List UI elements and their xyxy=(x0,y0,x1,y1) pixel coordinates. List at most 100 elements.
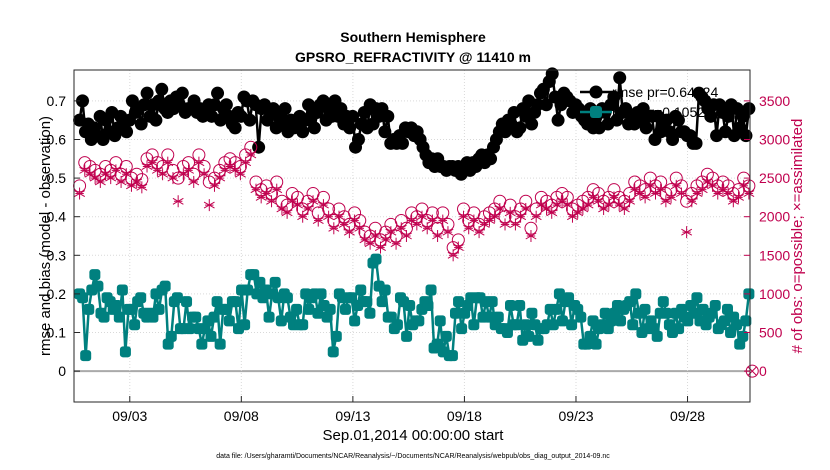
obs-assimilated-point xyxy=(582,199,594,212)
obs-assimilated-point xyxy=(177,168,189,181)
rmse-point xyxy=(351,132,365,146)
obs-assimilated-point xyxy=(343,226,355,239)
rmse-point xyxy=(545,67,559,81)
x-axis: 09/03 09/08 09/13 09/18 09/23 09/28 xyxy=(112,396,705,424)
y2-tick-label-2: 1000 xyxy=(759,286,790,302)
chart-subtitle: GPSRO_REFRACTIVITY @ 11410 m xyxy=(295,49,531,65)
rmse-point xyxy=(343,121,357,135)
legend-bias-label: bias pr=0.10527 xyxy=(612,104,713,120)
bias-point xyxy=(709,299,721,311)
obs-assimilated-point xyxy=(598,202,610,215)
bias-point xyxy=(205,330,217,342)
obs-assimilated-point xyxy=(541,202,553,215)
bias-point xyxy=(119,346,131,358)
bias-point xyxy=(492,311,504,323)
obs-assimilated-point xyxy=(224,160,236,173)
chart-title: Southern Hemisphere xyxy=(340,29,486,45)
obs-assimilated-point xyxy=(146,156,158,169)
bias-point xyxy=(731,319,743,331)
obs-assimilated-point xyxy=(681,226,693,239)
obs-assimilated-point xyxy=(369,230,381,242)
bias-point xyxy=(80,350,92,362)
obs-assimilated-point xyxy=(592,195,604,208)
rmse-point xyxy=(76,94,90,108)
obs-assimilated-point xyxy=(717,183,729,196)
obs-assimilated-point xyxy=(665,191,677,204)
rmse-point xyxy=(513,121,527,135)
bias-point xyxy=(615,315,627,327)
bias-point xyxy=(181,296,193,308)
obs-assimilated-point xyxy=(172,195,184,208)
rmse-point xyxy=(228,121,242,135)
bias-point xyxy=(361,296,373,308)
bias-point xyxy=(449,307,461,319)
bias-point xyxy=(660,307,672,319)
bias-point xyxy=(165,330,177,342)
obs-assimilated-point xyxy=(198,168,210,181)
bias-point xyxy=(291,303,303,315)
legend: rmse pr=0.64424 bias pr=0.10527 xyxy=(580,84,718,120)
obs-assimilated-point xyxy=(136,181,148,194)
obs-assimilated-point xyxy=(494,202,506,215)
obs-assimilated-point xyxy=(245,148,257,161)
obs-assimilated-point xyxy=(603,199,615,212)
x-tick-label-3: 09/18 xyxy=(447,408,482,424)
bias-point xyxy=(391,319,403,331)
obs-assimilated-point xyxy=(712,187,724,200)
obs-assimilated-point xyxy=(478,218,490,231)
obs-assimilated-point xyxy=(219,164,231,177)
obs-assimilated-point xyxy=(406,214,418,227)
obs-assimilated-point xyxy=(188,175,200,188)
obs-assimilated-point xyxy=(375,241,386,254)
bias-point xyxy=(514,299,526,311)
obs-assimilated-point xyxy=(515,210,527,223)
bias-point xyxy=(520,319,532,331)
bias-point xyxy=(229,296,241,308)
obs-assimilated-point xyxy=(644,179,656,192)
rmse-point xyxy=(302,98,316,112)
bias-point xyxy=(110,299,122,311)
y-tick-label-1: 0.1 xyxy=(47,325,67,341)
bias-point xyxy=(657,296,669,308)
y-tick-label-6: 0.6 xyxy=(47,131,67,147)
obs-assimilated-point xyxy=(234,168,246,181)
bias-point xyxy=(214,338,226,350)
y-tick-label-3: 0.3 xyxy=(47,247,67,263)
x-tick-label-2: 09/13 xyxy=(335,408,370,424)
y-axis-label: rmse and bias (model - observation) xyxy=(37,116,54,356)
bias-point xyxy=(339,303,351,315)
rmse-point xyxy=(689,136,703,150)
obs-assimilated-point xyxy=(437,214,449,227)
bias-point xyxy=(324,303,336,315)
bias-point xyxy=(113,311,125,323)
rmse-point xyxy=(739,129,753,143)
bias-point xyxy=(486,296,498,308)
bias-point xyxy=(330,330,342,342)
bias-point xyxy=(364,307,376,319)
bias-point xyxy=(630,288,642,300)
rmse-point xyxy=(539,98,553,112)
bias-point xyxy=(556,315,568,327)
obs-assimilated-point xyxy=(520,202,532,215)
bias-point xyxy=(425,284,437,296)
bias-point xyxy=(327,346,339,358)
y2-tick-label-3: 1500 xyxy=(759,247,790,263)
bias-point xyxy=(456,323,468,335)
obs-assimilated-point xyxy=(89,172,101,185)
obs-assimilated-point xyxy=(110,164,122,177)
rmse-point xyxy=(346,109,360,123)
rmse-point xyxy=(219,98,233,112)
y2-tick-label-7: 3500 xyxy=(759,93,790,109)
obs-assimilated-point xyxy=(411,218,423,231)
obs-assimilated-point xyxy=(660,195,672,208)
obs-assimilated-point xyxy=(240,156,252,169)
obs-assimilated-point xyxy=(499,218,511,231)
obs-assimilated-point xyxy=(463,222,475,235)
bias-point xyxy=(159,280,171,292)
obs-assimilated-point xyxy=(551,199,563,212)
bias-point xyxy=(269,276,281,288)
obs-assimilated-point xyxy=(354,222,366,235)
obs-assimilated-point xyxy=(364,237,376,250)
bias-point xyxy=(401,330,413,342)
